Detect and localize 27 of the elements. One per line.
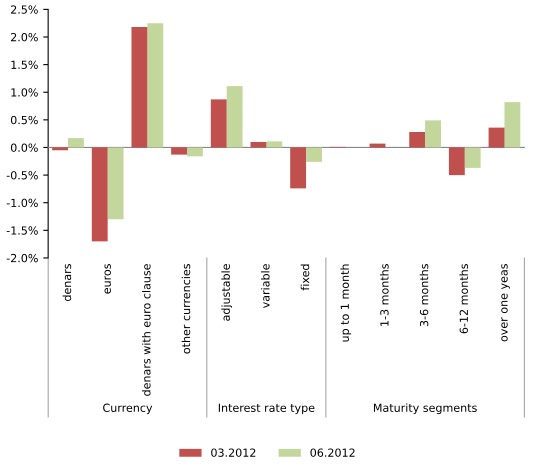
- x-tick-label: euros: [104, 264, 111, 294]
- text: Currency: [103, 404, 152, 414]
- text: Maturity segments: [374, 403, 477, 414]
- x-tick-label: 1-3 months: [380, 264, 389, 326]
- text: Interest rate type: [218, 404, 314, 414]
- y-tick-label: -0.5%: [6, 171, 38, 180]
- x-tick-label: adjustable: [221, 264, 232, 321]
- x-tick-label: denars with euro clause: [142, 264, 151, 396]
- y-tick-label: 0.0%: [10, 143, 38, 152]
- y-tick-label: -1.5%: [6, 226, 38, 235]
- x-tick-label: denars: [62, 264, 72, 301]
- x-tick-label: over one yeas: [501, 264, 510, 342]
- y-tick-label: 1.5%: [11, 60, 38, 69]
- y-tick-label: -1.0%: [6, 198, 38, 208]
- x-tick-label: 3-6 months: [420, 264, 428, 326]
- x-tick-label: variable: [261, 264, 270, 308]
- y-tick-label: 2.5%: [11, 5, 38, 14]
- x-tick-label: fixed: [300, 264, 310, 290]
- legend-label: 06.2012: [310, 448, 355, 457]
- x-tick-label: 6-12 months: [459, 264, 468, 334]
- x-tick-label: other currencies: [182, 264, 190, 354]
- y-tick-label: 0.5%: [10, 116, 38, 124]
- y-tick-label: -2.0%: [6, 254, 38, 262]
- y-tick-label: 2.0%: [11, 32, 38, 42]
- y-tick-label: 1.0%: [11, 88, 38, 97]
- x-tick-label: up to 1 month: [340, 264, 352, 342]
- legend-label: 03.2012: [211, 448, 256, 457]
